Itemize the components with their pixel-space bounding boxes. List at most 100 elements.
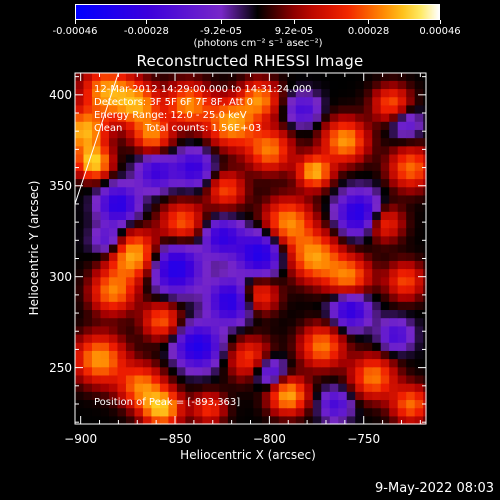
heatmap-cell bbox=[159, 178, 170, 188]
heatmap-cell bbox=[380, 333, 390, 343]
heatmap-cell bbox=[270, 415, 280, 425]
heatmap-cell bbox=[159, 80, 170, 90]
heatmap-cell bbox=[261, 366, 271, 376]
heatmap-cell bbox=[91, 342, 102, 351]
heatmap-cell bbox=[329, 399, 339, 409]
heatmap-cell bbox=[91, 333, 102, 343]
heatmap-cell bbox=[219, 391, 229, 401]
heatmap-cell bbox=[185, 162, 195, 171]
annotation-time-range: 12-Mar-2012 14:29:00.000 to 14:31:24.000 bbox=[94, 84, 312, 95]
heatmap-cell bbox=[185, 358, 195, 368]
heatmap-cell bbox=[193, 399, 203, 409]
heatmap-cell bbox=[117, 227, 127, 237]
heatmap-cell bbox=[372, 415, 382, 425]
heatmap-cell bbox=[321, 309, 331, 319]
heatmap-cell bbox=[244, 374, 254, 384]
heatmap-cell bbox=[253, 162, 263, 171]
heatmap-cell bbox=[227, 219, 237, 229]
heatmap-cell bbox=[142, 178, 153, 188]
heatmap-cell bbox=[414, 121, 424, 130]
heatmap-cell bbox=[380, 301, 390, 311]
heatmap-cell bbox=[168, 260, 178, 270]
heatmap-cell bbox=[363, 383, 373, 392]
heatmap-cell bbox=[355, 325, 365, 335]
heatmap-cell bbox=[176, 104, 186, 114]
heatmap-cell bbox=[159, 235, 170, 245]
heatmap-cell bbox=[355, 186, 365, 196]
heatmap-cell bbox=[261, 227, 271, 237]
chart-title: Reconstructed RHESSI Image bbox=[136, 52, 364, 70]
heatmap-cell bbox=[329, 374, 339, 384]
heatmap-cell bbox=[321, 284, 331, 294]
heatmap-cell bbox=[414, 129, 424, 139]
heatmap-cell bbox=[363, 268, 373, 278]
heatmap-cell bbox=[355, 96, 365, 106]
heatmap-cell bbox=[244, 284, 254, 294]
heatmap-cell bbox=[321, 162, 331, 171]
heatmap-cell bbox=[236, 145, 246, 155]
heatmap-cell bbox=[83, 407, 93, 417]
heatmap-cell bbox=[185, 350, 195, 360]
heatmap-cell bbox=[389, 243, 399, 253]
heatmap-cell bbox=[91, 113, 102, 122]
heatmap-cell bbox=[346, 194, 356, 204]
heatmap-cell bbox=[372, 276, 382, 286]
heatmap-cell bbox=[380, 178, 390, 188]
heatmap-cell bbox=[270, 219, 280, 229]
heatmap-cell bbox=[321, 243, 331, 253]
heatmap-cell bbox=[159, 153, 170, 163]
heatmap-cell bbox=[168, 211, 178, 220]
heatmap-cell bbox=[406, 153, 416, 163]
heatmap-cell bbox=[304, 113, 314, 122]
heatmap-cell bbox=[125, 342, 136, 351]
heatmap-cell bbox=[423, 219, 427, 229]
heatmap-cell bbox=[100, 342, 110, 351]
heatmap-cell bbox=[406, 178, 416, 188]
heatmap-cell bbox=[91, 194, 102, 204]
heatmap-cell bbox=[278, 350, 288, 360]
heatmap-cell bbox=[278, 194, 288, 204]
heatmap-cell bbox=[100, 96, 110, 106]
heatmap-cell bbox=[406, 129, 416, 139]
heatmap-cell bbox=[219, 80, 229, 90]
heatmap-cell bbox=[219, 88, 229, 98]
heatmap-cell bbox=[397, 342, 407, 351]
heatmap-cell bbox=[219, 301, 229, 311]
heatmap-cell bbox=[168, 194, 178, 204]
heatmap-cell bbox=[380, 284, 390, 294]
heatmap-cell bbox=[312, 137, 322, 147]
heatmap-cell bbox=[312, 211, 322, 220]
heatmap-cell bbox=[278, 211, 288, 220]
heatmap-cell bbox=[304, 325, 314, 335]
heatmap-cell bbox=[125, 358, 136, 368]
heatmap-cell bbox=[372, 252, 382, 261]
heatmap-cell bbox=[355, 178, 365, 188]
heatmap-cell bbox=[287, 194, 297, 204]
heatmap-cell bbox=[363, 333, 373, 343]
heatmap-cell bbox=[304, 301, 314, 311]
heatmap-cell bbox=[244, 350, 254, 360]
heatmap-cell bbox=[91, 211, 102, 220]
heatmap-cell bbox=[261, 219, 271, 229]
heatmap-cell bbox=[406, 252, 416, 261]
heatmap-cell bbox=[227, 121, 237, 130]
colorbar-tickmark bbox=[439, 20, 441, 24]
heatmap-cell bbox=[380, 73, 390, 81]
heatmap-cell bbox=[193, 80, 203, 90]
heatmap-cell bbox=[253, 407, 263, 417]
heatmap-cell bbox=[414, 194, 424, 204]
heatmap-cell bbox=[151, 407, 161, 417]
heatmap-cell bbox=[159, 383, 170, 392]
heatmap-cell bbox=[355, 358, 365, 368]
heatmap-cell bbox=[75, 325, 85, 335]
heatmap-cell bbox=[329, 243, 339, 253]
heatmap-cell bbox=[372, 391, 382, 401]
heatmap-cell bbox=[278, 309, 288, 319]
heatmap-cell bbox=[270, 186, 280, 196]
heatmap-cell bbox=[363, 194, 373, 204]
heatmap-cell bbox=[287, 284, 297, 294]
heatmap-cell bbox=[176, 170, 186, 180]
heatmap-cell bbox=[91, 162, 102, 171]
heatmap-cell bbox=[193, 252, 203, 261]
heatmap-cell bbox=[125, 121, 136, 130]
